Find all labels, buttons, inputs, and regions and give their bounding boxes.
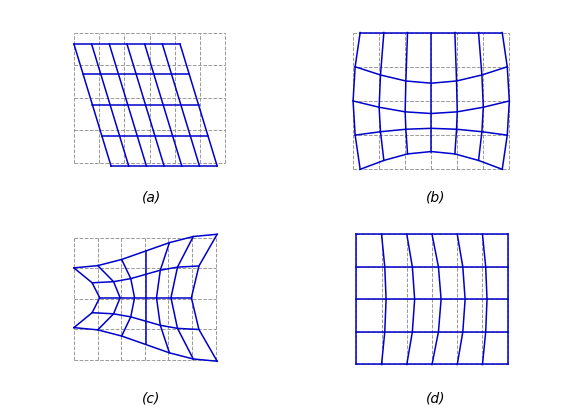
Text: (d): (d) — [426, 391, 445, 405]
Text: (a): (a) — [141, 190, 161, 204]
Text: (c): (c) — [142, 391, 160, 405]
Text: (b): (b) — [426, 190, 445, 204]
